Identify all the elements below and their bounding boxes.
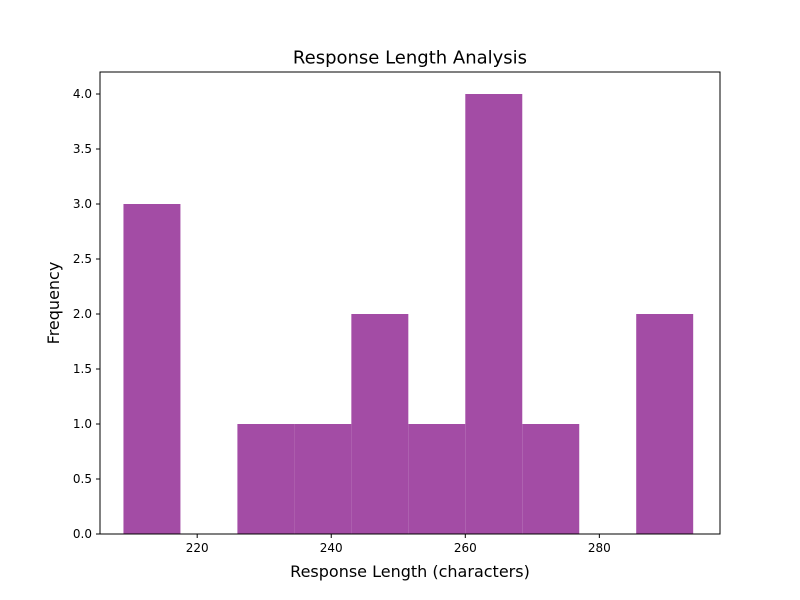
- y-tick-label: 2.0: [73, 307, 92, 321]
- histogram-bar: [636, 314, 694, 534]
- y-tick-label: 0.0: [73, 527, 92, 541]
- histogram-bar: [351, 314, 409, 534]
- x-axis: 220 240 260 280: [186, 534, 611, 555]
- bars-layer: [123, 94, 694, 534]
- y-tick-label: 2.5: [73, 252, 92, 266]
- y-tick-label: 0.5: [73, 472, 92, 486]
- y-axis-label: Frequency: [44, 262, 63, 345]
- histogram-bar: [294, 424, 352, 534]
- histogram-bar: [237, 424, 295, 534]
- plot-frame: [99, 71, 721, 535]
- chart-title: Response Length Analysis: [293, 48, 527, 69]
- y-tick-label: 1.0: [73, 417, 92, 431]
- y-tick-label: 1.5: [73, 362, 92, 376]
- x-axis-label: Response Length (characters): [290, 562, 530, 581]
- histogram-bar: [123, 204, 181, 534]
- x-tick-label: 280: [588, 541, 611, 555]
- y-tick-label: 3.5: [73, 142, 92, 156]
- x-tick-label: 220: [186, 541, 209, 555]
- x-tick-label: 240: [320, 541, 343, 555]
- x-tick-label: 260: [454, 541, 477, 555]
- y-tick-label: 3.0: [73, 197, 92, 211]
- histogram-bar: [522, 424, 580, 534]
- y-axis: 0.0 0.5 1.0 1.5 2.0 2.5 3.0 3.5 4.0: [73, 87, 100, 541]
- y-tick-label: 4.0: [73, 87, 92, 101]
- histogram-bar: [408, 424, 466, 534]
- histogram-bar: [465, 94, 523, 534]
